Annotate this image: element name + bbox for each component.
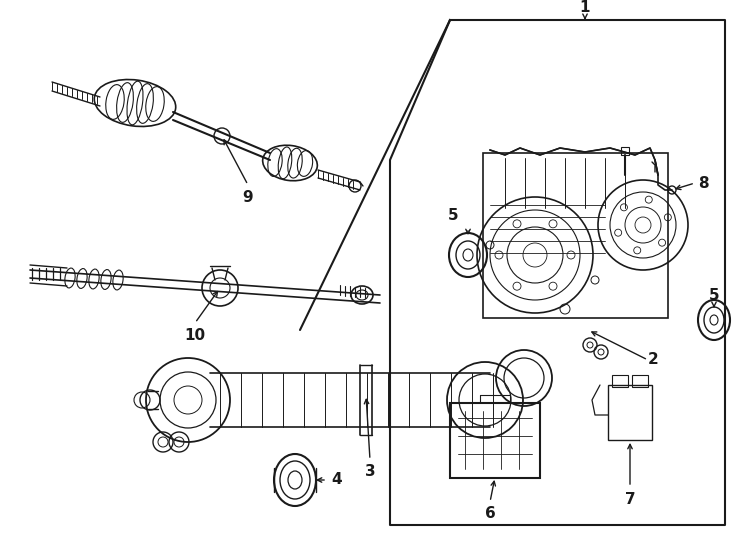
Bar (612, 375, 628, 387)
Bar (483, 153, 668, 318)
Text: 7: 7 (625, 492, 636, 508)
Text: 4: 4 (332, 472, 342, 488)
Text: 5: 5 (448, 207, 458, 222)
Text: 9: 9 (243, 190, 253, 205)
Text: 8: 8 (698, 176, 708, 191)
Text: 3: 3 (365, 464, 375, 480)
Bar (632, 375, 648, 387)
Bar (621, 147, 629, 155)
Text: 1: 1 (580, 1, 590, 16)
Text: 10: 10 (184, 328, 206, 343)
Text: 6: 6 (484, 507, 495, 522)
Bar (608, 385, 652, 440)
Text: 2: 2 (647, 353, 658, 368)
Bar (450, 403, 540, 478)
Text: 5: 5 (709, 287, 719, 302)
